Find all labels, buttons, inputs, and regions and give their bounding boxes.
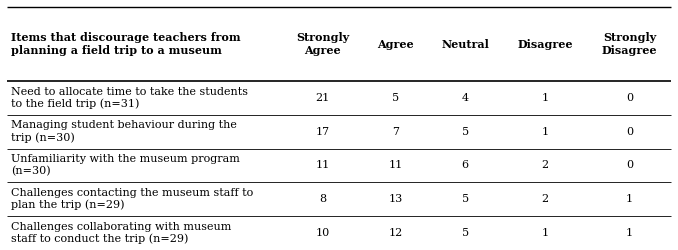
Text: 1: 1 [542, 228, 549, 238]
Text: 1: 1 [542, 93, 549, 103]
Text: Disagree: Disagree [517, 39, 573, 50]
Text: 0: 0 [626, 93, 633, 103]
Text: 17: 17 [315, 126, 330, 136]
Text: 4: 4 [462, 93, 468, 103]
Text: 1: 1 [542, 126, 549, 136]
Text: 5: 5 [462, 126, 468, 136]
Text: 11: 11 [315, 160, 330, 170]
Text: 21: 21 [315, 93, 330, 103]
Text: 0: 0 [626, 160, 633, 170]
Text: 10: 10 [315, 228, 330, 238]
Text: Need to allocate time to take the students
to the field trip (n=31): Need to allocate time to take the studen… [11, 87, 247, 109]
Text: Managing student behaviour during the
trip (n=30): Managing student behaviour during the tr… [11, 120, 237, 143]
Text: 11: 11 [388, 160, 403, 170]
Text: Challenges collaborating with museum
staff to conduct the trip (n=29): Challenges collaborating with museum sta… [11, 222, 231, 244]
Text: 2: 2 [542, 160, 549, 170]
Text: 6: 6 [462, 160, 468, 170]
Text: 0: 0 [626, 126, 633, 136]
Text: 1: 1 [626, 194, 633, 204]
Text: 5: 5 [462, 194, 468, 204]
Text: 13: 13 [388, 194, 403, 204]
Text: Strongly
Agree: Strongly Agree [296, 32, 349, 56]
Text: Challenges contacting the museum staff to
plan the trip (n=29): Challenges contacting the museum staff t… [11, 188, 253, 210]
Text: 5: 5 [392, 93, 399, 103]
Text: Agree: Agree [377, 39, 414, 50]
Text: 1: 1 [626, 228, 633, 238]
Text: Strongly
Disagree: Strongly Disagree [602, 32, 658, 56]
Text: 2: 2 [542, 194, 549, 204]
Text: Unfamiliarity with the museum program
(n=30): Unfamiliarity with the museum program (n… [11, 154, 239, 176]
Text: 5: 5 [462, 228, 468, 238]
Text: 7: 7 [392, 126, 399, 136]
Text: Neutral: Neutral [441, 39, 490, 50]
Text: 8: 8 [319, 194, 326, 204]
Text: 12: 12 [388, 228, 403, 238]
Text: Items that discourage teachers from
planning a field trip to a museum: Items that discourage teachers from plan… [11, 32, 241, 56]
